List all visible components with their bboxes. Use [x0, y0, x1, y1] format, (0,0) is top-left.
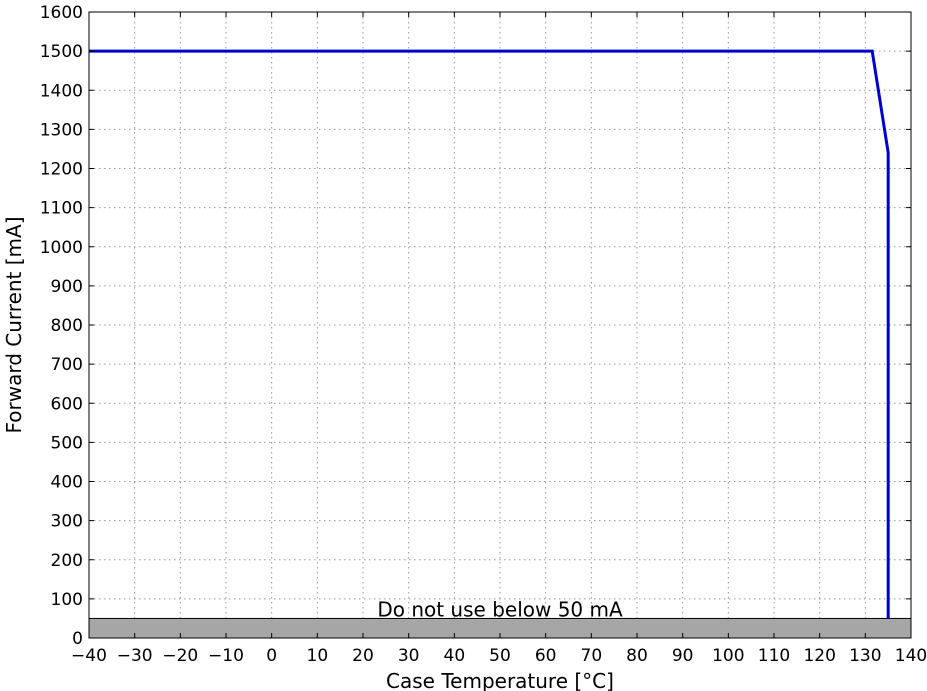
x-axis-label: Case Temperature [°C] — [386, 669, 614, 691]
x-tick-label: 70 — [581, 646, 603, 666]
y-axis-label: Forward Current [mA] — [2, 216, 26, 433]
x-tick-label: 20 — [352, 646, 374, 666]
x-tick-label: −20 — [162, 646, 198, 666]
y-tick-label: 1400 — [40, 81, 83, 101]
y-tick-label: 300 — [51, 512, 83, 532]
y-tick-label: 100 — [51, 590, 83, 610]
x-tick-labels: −40 −30 −20 −10 0 10 20 30 40 50 60 70 80 90 100 110 120… — [71, 646, 927, 666]
x-tick-label: 90 — [672, 646, 694, 666]
y-tick-label: 0 — [72, 629, 83, 649]
y-tick-label: 800 — [51, 316, 83, 336]
y-tick-label: 1500 — [40, 42, 83, 62]
grid-lines — [88, 11, 912, 639]
x-tick-label: 30 — [398, 646, 420, 666]
tick-marks — [88, 11, 912, 639]
x-tick-label: 130 — [849, 646, 881, 666]
y-tick-label: 1100 — [40, 199, 83, 219]
y-tick-label: 1200 — [40, 160, 83, 180]
forbidden-region-label: Do not use below 50 mA — [377, 597, 623, 621]
x-tick-label: 80 — [626, 646, 648, 666]
series-line — [89, 49, 890, 619]
y-tick-label: 700 — [51, 355, 83, 375]
y-tick-label: 600 — [51, 394, 83, 414]
y-tick-label: 500 — [51, 433, 83, 453]
x-tick-label: 110 — [758, 646, 790, 666]
x-tick-label: −30 — [117, 646, 153, 666]
x-tick-label: 10 — [307, 646, 329, 666]
y-tick-label: 1600 — [40, 3, 83, 23]
x-tick-label: −40 — [71, 646, 107, 666]
y-tick-label: 1300 — [40, 120, 83, 140]
series-layer — [89, 49, 890, 619]
x-tick-label: 140 — [895, 646, 927, 666]
y-tick-labels: 0 100 200 300 400 500 600 700 800 900 1000 1100 1200… — [40, 3, 83, 649]
x-tick-label: 120 — [803, 646, 835, 666]
x-tick-label: 60 — [535, 646, 557, 666]
x-tick-label: 40 — [444, 646, 466, 666]
y-tick-label: 400 — [51, 473, 83, 493]
x-tick-label: 0 — [266, 646, 277, 666]
y-tick-label: 900 — [51, 277, 83, 297]
y-tick-label: 1000 — [40, 238, 83, 258]
x-tick-label: 100 — [712, 646, 744, 666]
x-tick-label: −10 — [208, 646, 244, 666]
x-tick-label: 50 — [489, 646, 511, 666]
y-tick-label: 200 — [51, 551, 83, 571]
